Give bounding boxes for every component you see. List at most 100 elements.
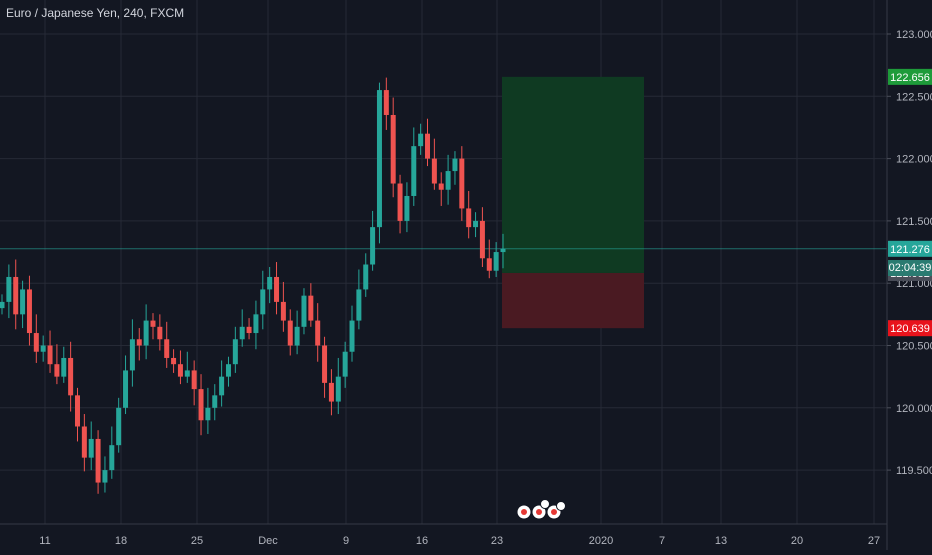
candle-body xyxy=(129,339,135,371)
candle-body xyxy=(452,158,458,172)
profit-zone xyxy=(502,76,644,273)
candle-body xyxy=(40,345,46,352)
candle-body xyxy=(143,320,149,346)
candle-body xyxy=(260,289,266,315)
candle-body xyxy=(6,276,12,302)
event-count-icon xyxy=(540,499,550,509)
candle-body xyxy=(459,158,465,209)
y-tick-label: 122.000 xyxy=(896,154,932,166)
candle-body xyxy=(500,248,506,253)
candle-body xyxy=(335,376,341,402)
target-price-tag xyxy=(888,68,932,85)
y-tick-label: 123.000 xyxy=(896,29,932,41)
candle-body xyxy=(356,289,362,321)
candle-body xyxy=(26,289,32,334)
candle-body xyxy=(198,389,204,421)
candle-body xyxy=(219,376,225,396)
y-tick-label: 122.500 xyxy=(896,91,932,103)
event-icon xyxy=(551,509,557,515)
grid xyxy=(0,0,887,524)
candle-body xyxy=(225,364,231,377)
candle-body xyxy=(280,301,286,321)
candle-body xyxy=(363,264,369,290)
candle-body xyxy=(322,345,328,383)
candle-body xyxy=(20,289,26,315)
x-tick-label: 18 xyxy=(115,535,127,547)
x-tick-label: 20 xyxy=(791,535,803,547)
candle-body xyxy=(445,171,451,190)
price-axis: 123.000 122.500 122.000 121.500 121.000 120.5… xyxy=(887,29,932,477)
x-tick-label: 23 xyxy=(491,535,503,547)
candle-body xyxy=(54,364,60,377)
candle-body xyxy=(438,183,444,190)
candle-body xyxy=(390,114,396,184)
chart-title: Euro / Japanese Yen, 240, FXCM xyxy=(6,6,185,20)
last-price-tag xyxy=(888,240,932,257)
candle-body xyxy=(349,320,355,352)
candle-body xyxy=(212,395,218,408)
candle-body xyxy=(95,438,101,483)
x-tick-label: Dec xyxy=(258,535,278,547)
candle-body xyxy=(383,90,389,115)
candle-body xyxy=(486,258,492,271)
x-tick-label: 9 xyxy=(343,535,349,547)
x-tick-label: 16 xyxy=(416,535,428,547)
candle-body xyxy=(473,220,479,228)
candle-body xyxy=(404,195,410,221)
candle-body xyxy=(418,133,424,147)
candle-body xyxy=(308,295,314,321)
candle-body xyxy=(157,326,163,340)
y-tick-label: 121.500 xyxy=(896,216,932,228)
candle-body xyxy=(328,382,334,402)
bar-countdown: 02:04:39 xyxy=(888,260,932,276)
last-price-tag-label: 121.276 xyxy=(890,244,930,256)
candle-body xyxy=(74,395,80,427)
y-tick-label: 120.000 xyxy=(896,403,932,415)
economic-events xyxy=(516,499,566,520)
x-tick-label: 13 xyxy=(715,535,727,547)
stop-price-tag xyxy=(888,320,932,337)
event-count-icon xyxy=(556,501,566,511)
candle-body xyxy=(61,357,67,377)
candle-body xyxy=(431,158,437,184)
target-price-tag-label: 122.656 xyxy=(890,72,930,84)
y-tick-label: 121.000 xyxy=(896,278,932,290)
x-tick-label: 2020 xyxy=(589,535,613,547)
candle-body xyxy=(411,146,417,196)
candle-body xyxy=(88,438,94,458)
candle-body xyxy=(246,326,252,334)
candle-body xyxy=(239,326,245,340)
candle-body xyxy=(171,357,177,365)
candles xyxy=(0,77,506,494)
candle-body xyxy=(397,183,403,221)
candle-body xyxy=(123,370,129,408)
candle-body xyxy=(81,426,87,458)
y-tick-label: 119.500 xyxy=(896,465,932,477)
x-tick-label: 27 xyxy=(868,535,880,547)
candle-body xyxy=(164,339,170,358)
candle-body xyxy=(232,339,238,365)
x-tick-label: 25 xyxy=(191,535,203,547)
stop-price-tag-label: 120.639 xyxy=(890,323,930,335)
candle-body xyxy=(150,320,156,327)
candle-body xyxy=(493,252,499,271)
candle-body xyxy=(205,407,211,421)
candle-body xyxy=(479,220,485,259)
candle-body xyxy=(13,276,19,315)
event-icon xyxy=(536,509,542,515)
candle-body xyxy=(136,339,142,346)
candle-body xyxy=(376,90,382,228)
candle-body xyxy=(184,370,190,377)
x-tick-label: 11 xyxy=(39,535,50,547)
candle-body xyxy=(274,276,280,302)
candle-body xyxy=(425,133,431,159)
candle-body xyxy=(102,470,108,483)
candle-body xyxy=(301,295,307,327)
candle-body xyxy=(370,227,376,265)
candle-body xyxy=(267,276,273,290)
loss-zone xyxy=(502,272,644,329)
candle-body xyxy=(0,301,5,309)
